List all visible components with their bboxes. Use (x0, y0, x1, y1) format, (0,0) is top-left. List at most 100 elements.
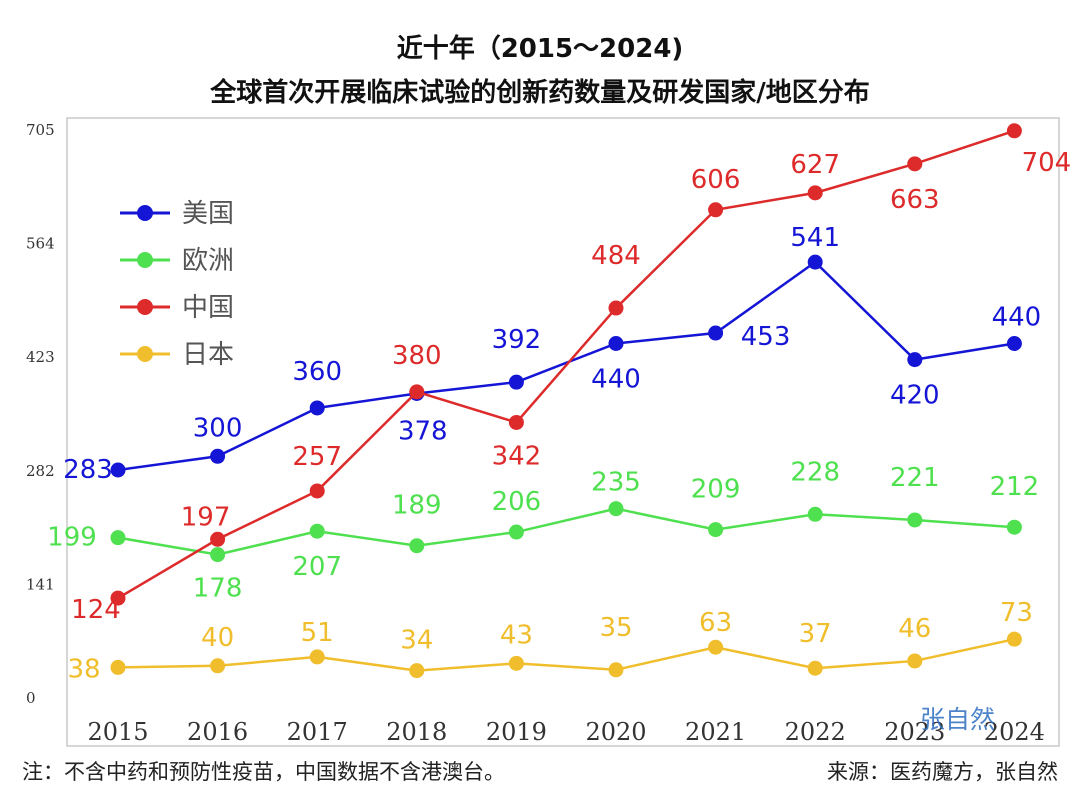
x-tick-label: 2024 (984, 718, 1045, 746)
data-label-中国: 257 (292, 442, 342, 472)
data-label-欧洲: 212 (990, 472, 1040, 502)
data-label-美国: 392 (492, 325, 542, 355)
data-point-美国 (907, 352, 923, 368)
data-label-美国: 420 (890, 381, 940, 411)
data-label-美国: 283 (63, 455, 113, 485)
y-tick-label: 0 (26, 689, 36, 707)
data-point-中国 (508, 414, 524, 430)
data-point-日本 (1006, 631, 1022, 647)
data-label-美国: 300 (193, 413, 243, 443)
legend-marker (137, 252, 153, 268)
x-tick-label: 2018 (386, 718, 447, 746)
data-label-中国: 606 (691, 165, 741, 195)
data-point-欧洲 (309, 523, 325, 539)
data-label-美国: 378 (398, 416, 448, 446)
series-line-欧洲 (117, 507, 1015, 556)
data-label-中国: 380 (392, 341, 442, 371)
data-point-欧洲 (708, 522, 724, 538)
data-label-美国: 360 (292, 357, 342, 387)
legend-marker (137, 299, 153, 315)
chart-title-line2: 全球首次开展临床试验的创新药数量及研发国家/地区分布 (210, 78, 870, 108)
data-label-欧洲: 207 (292, 552, 342, 582)
data-point-中国 (907, 156, 923, 172)
data-point-日本 (708, 639, 724, 655)
y-tick-label: 423 (26, 348, 55, 366)
data-point-日本 (110, 659, 126, 675)
data-point-日本 (608, 662, 624, 678)
x-tick-label: 2016 (187, 718, 248, 746)
data-label-中国: 197 (181, 502, 231, 532)
y-tick-label: 282 (26, 462, 55, 480)
data-label-中国: 627 (790, 150, 840, 180)
data-point-欧洲 (409, 538, 425, 554)
legend-label: 欧洲 (182, 246, 234, 276)
data-point-欧洲 (508, 524, 524, 540)
data-point-美国 (508, 374, 524, 390)
data-label-日本: 73 (1000, 598, 1033, 628)
x-tick-label: 2022 (785, 718, 846, 746)
data-point-欧洲 (807, 506, 823, 522)
data-label-美国: 453 (741, 322, 791, 352)
data-label-欧洲: 199 (47, 523, 97, 553)
data-label-欧洲: 206 (492, 487, 542, 517)
data-label-日本: 46 (898, 614, 931, 644)
data-point-日本 (508, 655, 524, 671)
data-point-欧洲 (210, 547, 226, 563)
data-point-中国 (708, 202, 724, 218)
data-label-日本: 34 (400, 626, 433, 656)
data-label-美国: 541 (790, 223, 840, 253)
data-point-欧洲 (110, 530, 126, 546)
data-point-美国 (608, 336, 624, 352)
data-label-日本: 37 (799, 619, 832, 649)
y-tick-label: 564 (26, 235, 55, 253)
data-point-中国 (409, 384, 425, 400)
data-point-美国 (309, 400, 325, 416)
data-label-欧洲: 189 (392, 491, 442, 521)
x-tick-label: 2020 (585, 718, 646, 746)
data-label-日本: 38 (67, 654, 100, 684)
series-line-日本 (117, 637, 1015, 672)
series-line-中国 (117, 129, 1015, 600)
data-point-中国 (210, 531, 226, 547)
data-label-中国: 342 (492, 441, 542, 471)
data-point-日本 (907, 653, 923, 669)
data-point-中国 (807, 185, 823, 201)
x-tick-label: 2017 (287, 718, 348, 746)
data-point-中国 (309, 483, 325, 499)
data-label-欧洲: 209 (691, 475, 741, 505)
x-tick-label: 2015 (87, 718, 148, 746)
data-label-日本: 40 (201, 623, 234, 653)
chart-title-line1: 近十年（2015～2024) (396, 34, 684, 64)
data-label-欧洲: 221 (890, 463, 940, 493)
x-tick-label: 2021 (685, 718, 746, 746)
y-tick-label: 705 (26, 121, 55, 139)
footer-source: 来源：医药魔方，张自然 (827, 760, 1058, 784)
y-tick-label: 141 (26, 575, 55, 593)
plot-area (66, 117, 1060, 747)
data-point-美国 (1006, 336, 1022, 352)
data-point-美国 (210, 448, 226, 464)
data-label-美国: 440 (591, 365, 641, 395)
data-label-日本: 43 (500, 620, 533, 650)
data-point-中国 (110, 590, 126, 606)
data-label-欧洲: 178 (193, 574, 243, 604)
x-tick-label: 2023 (884, 718, 945, 746)
data-label-美国: 440 (992, 303, 1042, 333)
data-label-中国: 484 (591, 241, 641, 271)
data-label-欧洲: 235 (591, 468, 641, 498)
data-point-欧洲 (907, 512, 923, 528)
data-point-中国 (608, 300, 624, 316)
data-point-美国 (807, 254, 823, 270)
data-point-日本 (807, 660, 823, 676)
data-label-日本: 51 (301, 618, 334, 648)
series-line-美国 (117, 260, 1015, 472)
legend-marker (137, 346, 153, 362)
legend-label: 日本 (182, 340, 234, 370)
data-label-日本: 63 (699, 608, 732, 638)
data-label-欧洲: 228 (790, 457, 840, 487)
footer-note: 注：不含中药和预防性疫苗，中国数据不含港澳台。 (22, 760, 505, 784)
legend-label: 中国 (182, 293, 234, 323)
data-point-日本 (409, 663, 425, 679)
legend-marker (137, 205, 153, 221)
